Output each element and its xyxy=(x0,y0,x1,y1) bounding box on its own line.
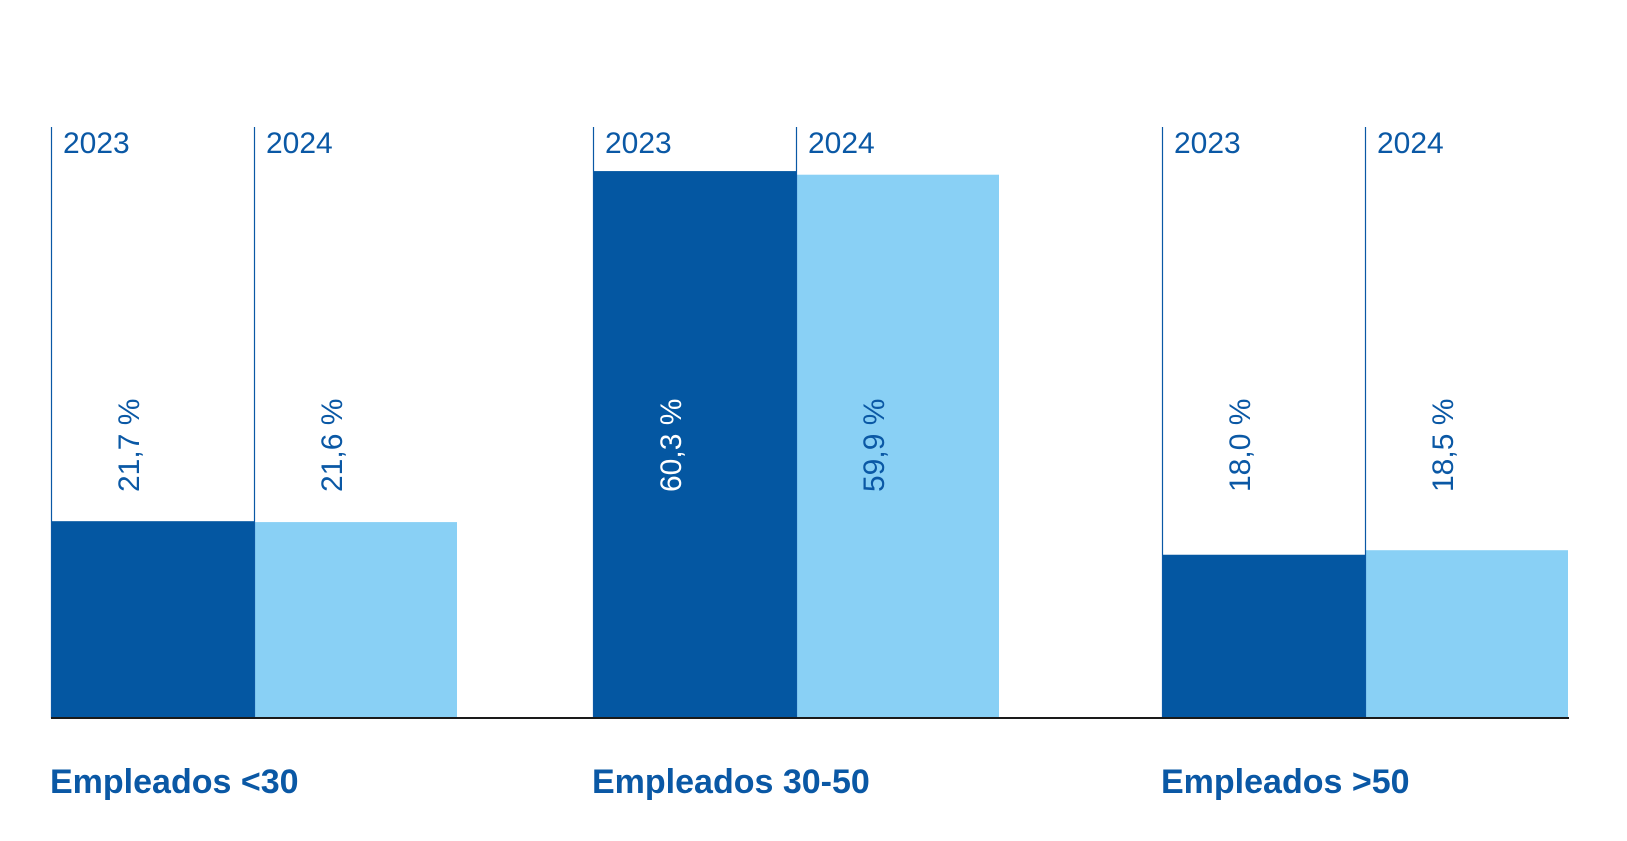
year-label: 2024 xyxy=(266,127,333,160)
category-label: Empleados 30-50 xyxy=(592,763,870,801)
year-label: 2024 xyxy=(1377,127,1444,160)
bar-2-1 xyxy=(1365,550,1568,718)
year-label: 2023 xyxy=(605,127,672,160)
bar-0-0 xyxy=(51,521,254,718)
value-label: 59,9 % xyxy=(858,399,891,492)
bar-1-1 xyxy=(796,174,999,718)
category-label: Empleados <30 xyxy=(50,763,299,801)
bar-2-0 xyxy=(1162,554,1365,718)
category-label: Empleados >50 xyxy=(1161,763,1410,801)
value-label: 18,5 % xyxy=(1427,399,1460,492)
bar-0-1 xyxy=(254,522,457,718)
value-label: 18,0 % xyxy=(1224,399,1257,492)
value-label: 21,7 % xyxy=(113,399,146,492)
value-label: 60,3 % xyxy=(655,399,688,492)
year-label: 2023 xyxy=(63,127,130,160)
value-label: 21,6 % xyxy=(316,399,349,492)
bar-1-0 xyxy=(593,171,796,719)
year-label: 2024 xyxy=(808,127,875,160)
year-label: 2023 xyxy=(1174,127,1241,160)
